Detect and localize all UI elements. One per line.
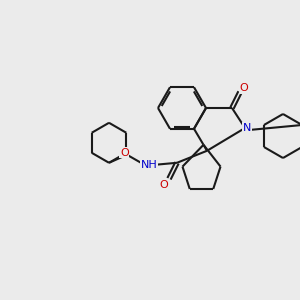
Text: O: O	[160, 180, 168, 190]
Text: O: O	[120, 148, 129, 158]
Text: NH: NH	[141, 160, 158, 170]
Text: N: N	[243, 123, 251, 133]
Text: O: O	[240, 83, 248, 93]
